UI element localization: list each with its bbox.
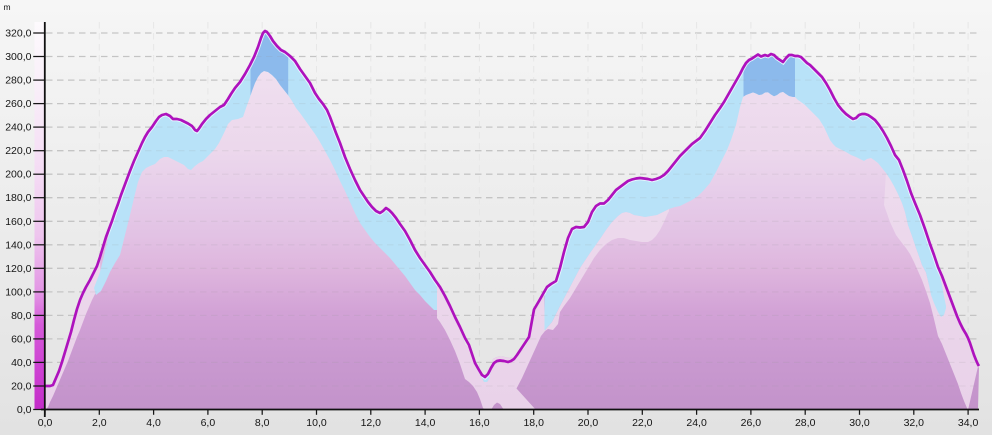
svg-text:14,0: 14,0 xyxy=(415,417,436,429)
svg-text:26,0: 26,0 xyxy=(741,417,762,429)
svg-text:18,0: 18,0 xyxy=(523,417,544,429)
svg-text:280,0: 280,0 xyxy=(5,75,31,87)
svg-text:20,0: 20,0 xyxy=(578,417,599,429)
svg-text:28,0: 28,0 xyxy=(795,417,816,429)
svg-text:300,0: 300,0 xyxy=(5,51,31,63)
svg-text:320,0: 320,0 xyxy=(5,28,31,40)
svg-text:0,0: 0,0 xyxy=(38,417,53,429)
svg-text:80,0: 80,0 xyxy=(11,310,32,322)
svg-text:16,0: 16,0 xyxy=(469,417,490,429)
svg-text:180,0: 180,0 xyxy=(5,192,31,204)
svg-text:200,0: 200,0 xyxy=(5,169,31,181)
svg-text:240,0: 240,0 xyxy=(5,122,31,134)
svg-text:22,0: 22,0 xyxy=(632,417,653,429)
svg-text:32,0: 32,0 xyxy=(904,417,925,429)
svg-text:40,0: 40,0 xyxy=(11,357,32,369)
svg-text:24,0: 24,0 xyxy=(686,417,707,429)
svg-text:m: m xyxy=(4,2,11,12)
svg-text:120,0: 120,0 xyxy=(5,263,31,275)
svg-text:20,0: 20,0 xyxy=(11,381,32,393)
svg-text:60,0: 60,0 xyxy=(11,333,32,345)
svg-text:4,0: 4,0 xyxy=(146,417,161,429)
svg-text:0,0: 0,0 xyxy=(17,404,32,416)
svg-text:2,0: 2,0 xyxy=(92,417,107,429)
svg-text:8,0: 8,0 xyxy=(255,417,270,429)
svg-text:34,0: 34,0 xyxy=(958,417,979,429)
svg-text:12,0: 12,0 xyxy=(361,417,382,429)
svg-text:30,0: 30,0 xyxy=(849,417,870,429)
svg-text:10,0: 10,0 xyxy=(306,417,327,429)
svg-text:100,0: 100,0 xyxy=(5,286,31,298)
svg-text:140,0: 140,0 xyxy=(5,239,31,251)
svg-text:160,0: 160,0 xyxy=(5,216,31,228)
svg-text:220,0: 220,0 xyxy=(5,145,31,157)
svg-text:260,0: 260,0 xyxy=(5,98,31,110)
svg-text:6,0: 6,0 xyxy=(201,417,216,429)
